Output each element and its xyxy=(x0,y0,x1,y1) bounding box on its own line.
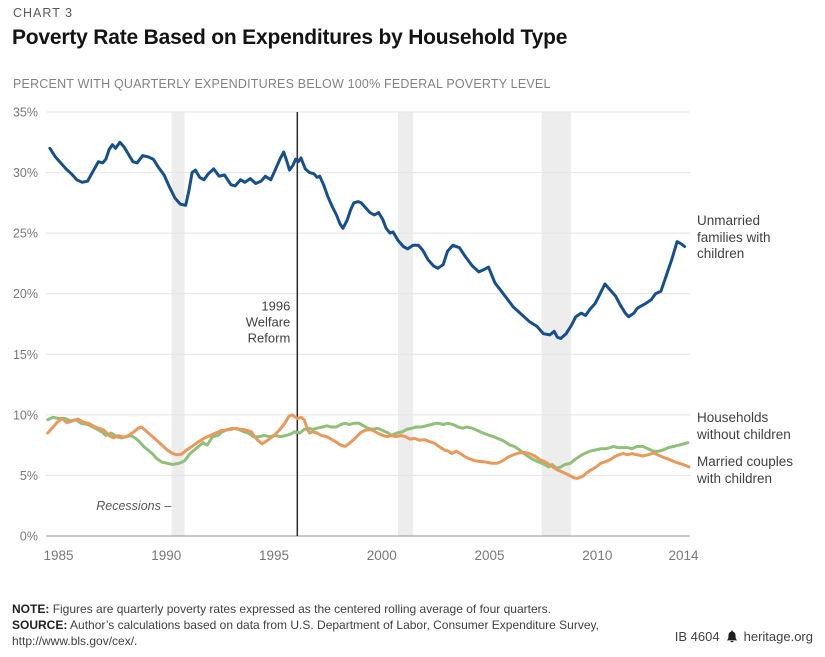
x-axis-tick-label: 2014 xyxy=(669,548,700,563)
x-axis-tick-label: 1985 xyxy=(43,548,73,563)
recession-band xyxy=(171,112,185,536)
note-label: NOTE: xyxy=(12,602,50,616)
branding: IB 4604 heritage.org xyxy=(675,629,813,644)
x-axis-tick-label: 1990 xyxy=(151,548,181,563)
series-label-households-without-children: Households without children xyxy=(697,410,791,442)
x-axis-tick-label: 2000 xyxy=(367,548,397,563)
y-axis-tick-label: 5% xyxy=(20,469,38,483)
y-axis-tick-label: 20% xyxy=(13,287,38,301)
series-line-unmarried-families xyxy=(48,140,687,340)
y-axis-tick-label: 35% xyxy=(13,106,38,120)
y-axis-tick-label: 25% xyxy=(13,227,38,241)
chart-number: CHART 3 xyxy=(13,6,74,20)
y-axis-tick-label: 0% xyxy=(20,530,38,544)
series-line-households-without-children xyxy=(46,415,690,470)
source-label: SOURCE: xyxy=(12,618,68,632)
y-axis-tick-label: 15% xyxy=(13,348,38,362)
x-axis-tick-label: 1995 xyxy=(259,548,289,563)
chart-source: SOURCE: Author’s calculations based on d… xyxy=(12,617,632,649)
y-axis-tick-label: 30% xyxy=(13,166,38,180)
series-label-unmarried-families: Unmarried families with children xyxy=(697,213,771,261)
x-axis-tick-label: 2010 xyxy=(582,548,612,563)
recessions-label: Recessions – xyxy=(96,499,172,513)
heritage-bell-icon xyxy=(726,630,737,642)
report-id: IB 4604 xyxy=(674,629,720,644)
site-name: heritage.org xyxy=(743,629,813,644)
x-axis-tick-label: 2005 xyxy=(475,548,505,563)
note-text: Figures are quarterly poverty rates expr… xyxy=(52,602,551,616)
chart-subtitle: PERCENT WITH QUARTERLY EXPENDITURES BELO… xyxy=(13,77,551,91)
chart-title: Poverty Rate Based on Expenditures by Ho… xyxy=(12,26,568,49)
series-line-married-couples xyxy=(46,413,691,480)
source-text: Author’s calculations based on data from… xyxy=(12,618,599,648)
welfare-reform-label: 1996 Welfare Reform xyxy=(246,299,291,346)
y-axis-tick-label: 10% xyxy=(13,408,38,422)
chart-note: NOTE: Figures are quarterly poverty rate… xyxy=(12,601,652,617)
poverty-rate-line-chart: 0% 5% 10% 15% 20% 25% 30% 35% 1985 1990 1995 2000 20… xyxy=(13,106,700,564)
recession-band xyxy=(397,112,414,536)
series-label-married-couples: Married couples with children xyxy=(697,454,794,486)
